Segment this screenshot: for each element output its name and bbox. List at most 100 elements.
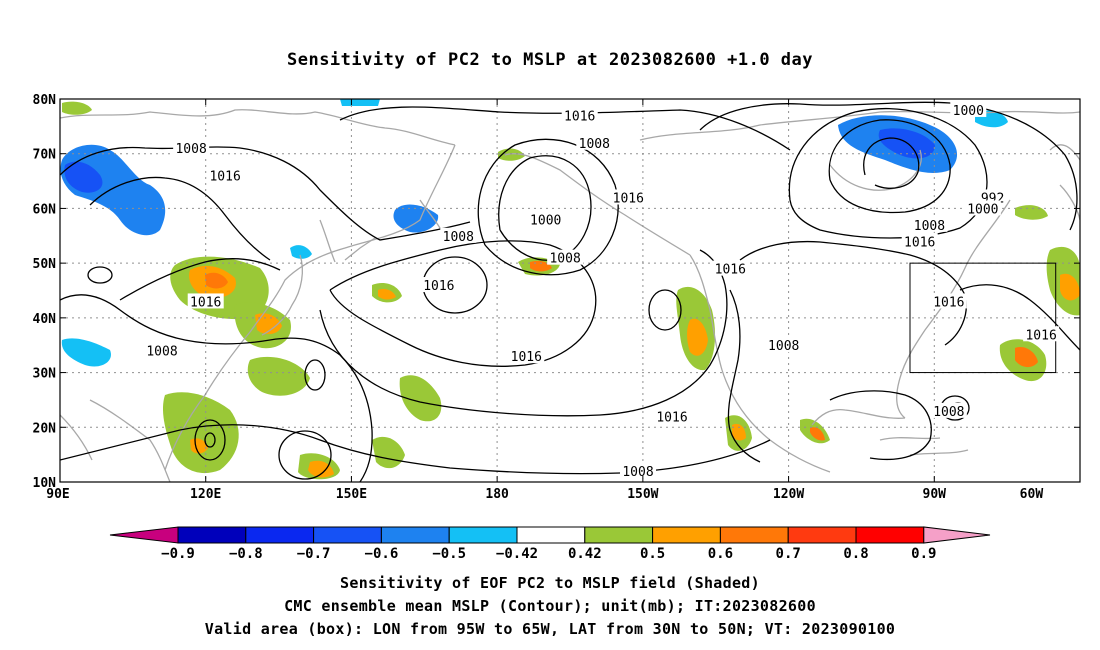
lat-tick-label: 50N (33, 257, 57, 272)
contour-label: 1016 (656, 410, 687, 425)
sensitivity-shading (60, 99, 1080, 480)
lon-tick-label: 90E (46, 487, 69, 502)
contour-high-mongolia (87, 266, 113, 284)
negative-shading-kamchatka (393, 204, 439, 233)
contour-label-background (508, 348, 545, 364)
contour-1008-aleutian-low (477, 138, 619, 276)
positive-shading-philippine-sea (247, 356, 310, 396)
contour-1000-hudson-low (828, 119, 951, 214)
contour-label-background (930, 402, 967, 418)
contour-label-background (547, 249, 584, 265)
contour-label: 1008 (175, 142, 206, 157)
colorbar-swatch (245, 526, 315, 544)
contour-label: 1016 (715, 263, 746, 278)
coastline-na-east (896, 199, 1011, 419)
contour-high-westpac (304, 359, 326, 391)
contour-label-background (620, 463, 656, 479)
contour-label: 1016 (904, 235, 935, 250)
lat-tick-label: 60N (33, 202, 57, 217)
contour-label-background (964, 200, 1001, 216)
negative-shading-china-coast (61, 338, 111, 367)
colorbar-swatch (516, 526, 586, 544)
contour-low-scs-inner (204, 432, 216, 448)
contour-label-background (420, 277, 457, 293)
colorbar-label: −0.7 (297, 546, 331, 562)
positive-shading-korea-hot (255, 313, 282, 335)
lon-tick-label: 120E (190, 487, 221, 502)
contour-label: 1008 (146, 345, 177, 360)
contour-high-alaska-gulf (648, 289, 682, 331)
contour-label: 1008 (443, 230, 474, 245)
contour-label-background (911, 216, 948, 232)
contour-1008-caribbean (829, 390, 932, 461)
contour-label-background (1023, 326, 1060, 342)
coastline-greenland (1049, 144, 1080, 221)
contour-label: 1008 (933, 405, 964, 420)
validation-box (909, 262, 1057, 374)
lat-tick-label: 80N (33, 93, 57, 108)
positive-shading-atlantic-east-hot (1060, 273, 1080, 301)
contour-label-background (930, 293, 967, 309)
contour-label: 1016 (1025, 328, 1056, 343)
contour-label: 1016 (933, 295, 964, 310)
contour-label-background (765, 337, 802, 353)
contour-1016-asia (89, 176, 271, 261)
coastline-sakhalin-kuril (319, 219, 376, 263)
coastline-asia-east (164, 144, 456, 471)
coastline-canada-arctic (639, 110, 1080, 141)
positive-shading-west-coast-hot (687, 318, 708, 356)
contour-label-background (144, 342, 180, 358)
lon-tick-label: 90W (923, 487, 947, 502)
contour-label-background (576, 134, 613, 150)
chart-title: Sensitivity of PC2 to MSLP at 2023082600… (286, 50, 813, 70)
map-border (59, 98, 1081, 483)
footer-line-2: CMC ensemble mean MSLP (Contour); unit(m… (284, 597, 816, 615)
positive-shading-mexico-hot (732, 423, 746, 441)
colorbar-swatch (652, 526, 721, 544)
coastline-japan (261, 254, 303, 336)
colorbar-label: −0.5 (432, 546, 466, 562)
contour-label: 1008 (914, 219, 945, 234)
contour-low-westpac (278, 430, 332, 480)
colorbar-swatch (787, 526, 857, 544)
contour-label-background (561, 107, 598, 123)
colorbar-over-triangle (923, 526, 991, 544)
positive-shading-gulf-california-hot (810, 427, 825, 441)
colorbar-label: −0.42 (496, 546, 538, 562)
contour-label: 1016 (613, 191, 644, 206)
positive-shading-bermuda-hot (1015, 346, 1038, 368)
colorbar-label: 0.8 (843, 546, 868, 562)
contour-label: 1000 (953, 104, 984, 119)
contour-992-hudson-low (863, 137, 920, 189)
positive-shading-siberia-north (62, 101, 92, 115)
coastline-na-west (689, 254, 831, 473)
colorbar-label: 0.42 (568, 546, 602, 562)
contour-label: 1008 (622, 465, 653, 480)
coastline-southeast-asia (89, 399, 171, 482)
colorbar-swatch (177, 526, 247, 544)
contour-label: 1008 (579, 137, 610, 152)
positive-shading-midpac (399, 375, 442, 422)
positive-shading-tropical-wp-hot (308, 460, 334, 478)
lon-tick-label: 120W (773, 487, 804, 502)
lon-tick-label: 150W (627, 487, 658, 502)
lat-tick-label: 30N (33, 367, 57, 382)
contour-label: 1000 (967, 202, 998, 217)
contour-1008-asia-south (60, 294, 373, 482)
contour-label-background (440, 227, 477, 243)
lat-tick-label: 10N (33, 476, 57, 491)
contour-label-background (610, 189, 647, 205)
negative-shading-japan-coast (290, 245, 312, 259)
contour-1016-pacific-high (329, 240, 597, 367)
colorbar-swatch (855, 526, 925, 544)
positive-shading-date-line-hot (378, 288, 396, 300)
footer-line-3: Valid area (box): LON from 95W to 65W, L… (204, 620, 896, 638)
contour-1016-pacific-big (319, 249, 728, 417)
colorbar-label: 0.5 (640, 546, 665, 562)
contour-label: 1016 (511, 350, 542, 365)
contour-label-background (187, 293, 224, 309)
colorbar-label: 0.7 (776, 546, 801, 562)
coastline-gulf-mexico (811, 409, 906, 426)
